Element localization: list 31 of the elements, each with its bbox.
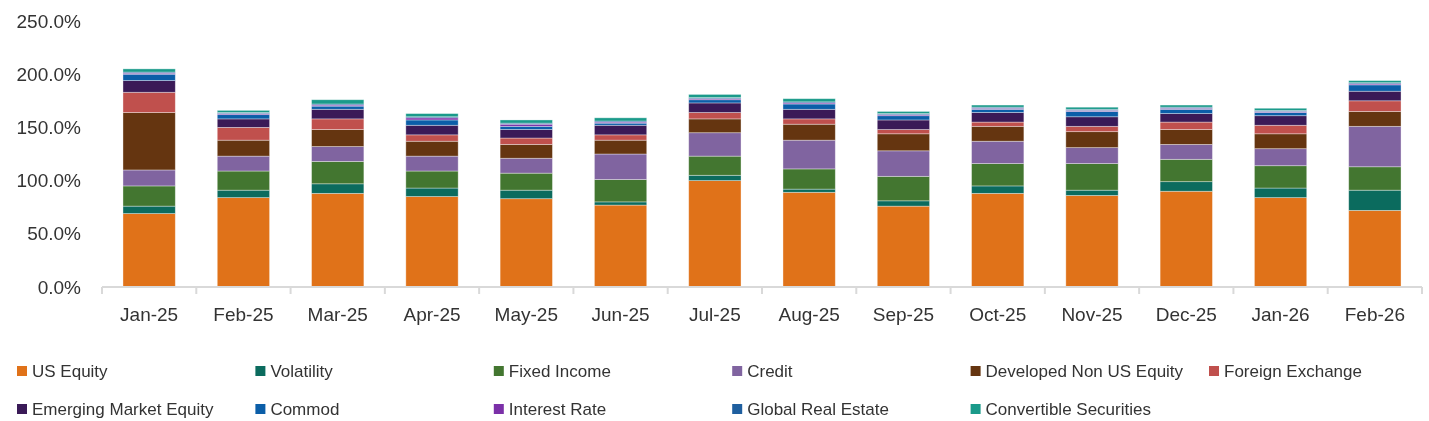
x-tick-label: Mar-25 bbox=[307, 303, 368, 325]
legend-label: Commod bbox=[270, 399, 340, 419]
legend-label: US Equity bbox=[32, 361, 109, 381]
y-tick-label: 200.0% bbox=[16, 63, 82, 85]
y-tick-label: 0.0% bbox=[37, 276, 82, 298]
x-tick-label: Sep-25 bbox=[872, 303, 935, 325]
x-tick-label: Feb-25 bbox=[213, 303, 274, 325]
x-tick-label: Apr-25 bbox=[403, 303, 461, 325]
x-tick-label: Oct-25 bbox=[969, 303, 1027, 325]
legend-label: Foreign Exchange bbox=[1224, 361, 1362, 381]
y-tick-label: 50.0% bbox=[27, 223, 82, 245]
x-tick-label: Aug-25 bbox=[778, 303, 840, 325]
x-tick-label: Jul-25 bbox=[688, 303, 741, 325]
x-tick-label: May-25 bbox=[494, 303, 558, 325]
legend-label: Emerging Market Equity bbox=[32, 399, 214, 419]
x-tick-label: Dec-25 bbox=[1155, 303, 1217, 325]
legend-label: Credit bbox=[747, 361, 793, 381]
y-tick-label: 100.0% bbox=[16, 170, 82, 192]
x-tick-label: Jun-25 bbox=[591, 303, 650, 325]
legend-label: Developed Non US Equity bbox=[985, 361, 1184, 381]
x-tick-label: Nov-25 bbox=[1061, 303, 1123, 325]
legend-label: Interest Rate bbox=[508, 399, 607, 419]
x-tick-label: Jan-26 bbox=[1251, 303, 1310, 325]
x-tick-label: Feb-26 bbox=[1344, 303, 1405, 325]
legend-label: Fixed Income bbox=[508, 361, 611, 381]
legend-label: Global Real Estate bbox=[747, 399, 889, 419]
legend-label: Volatility bbox=[270, 361, 334, 381]
y-tick-label: 150.0% bbox=[16, 116, 82, 138]
y-tick-label: 250.0% bbox=[16, 10, 82, 32]
x-tick-label: Jan-25 bbox=[120, 303, 179, 325]
legend-label: Convertible Securities bbox=[985, 399, 1151, 419]
